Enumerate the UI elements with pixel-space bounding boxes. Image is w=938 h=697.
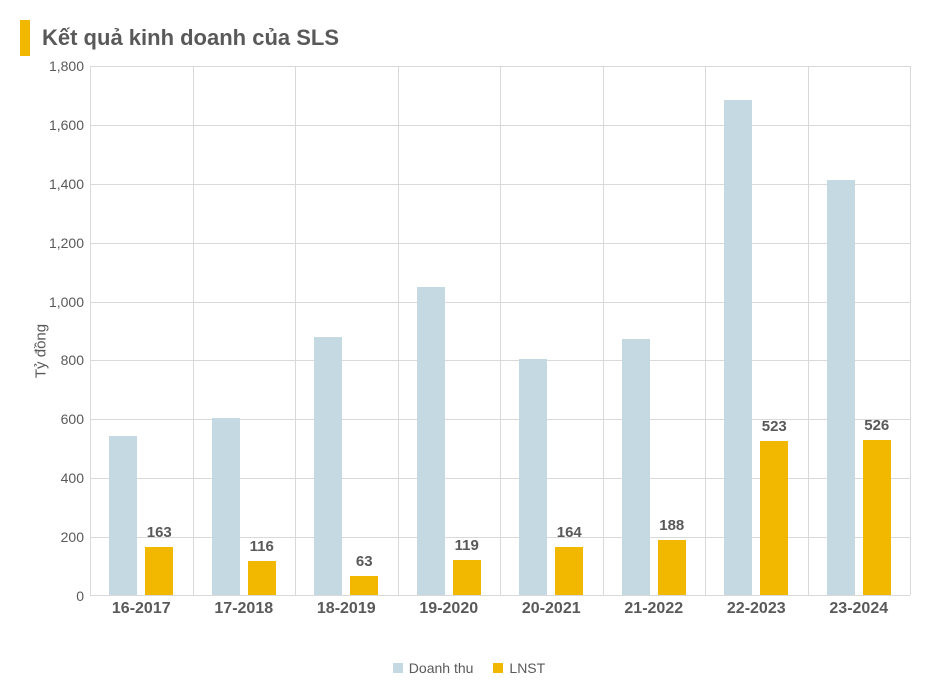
bar-lnst	[145, 547, 173, 595]
grid-line-vertical	[603, 66, 604, 595]
y-tick-label: 400	[34, 470, 84, 486]
title-accent-bar	[20, 20, 30, 56]
y-tick-label: 1,400	[34, 176, 84, 192]
y-tick-label: 1,200	[34, 235, 84, 251]
chart-container: Tỷ đồng 16311663119164188523526 Doanh th…	[20, 66, 918, 636]
grid-line-vertical	[398, 66, 399, 595]
data-label: 119	[437, 537, 497, 554]
legend-item-doanh-thu: Doanh thu	[393, 660, 474, 676]
bar-doanh-thu	[724, 100, 752, 595]
bar-doanh-thu	[212, 418, 240, 595]
bar-lnst	[863, 440, 891, 595]
bar-doanh-thu	[109, 436, 137, 595]
grid-line-vertical	[705, 66, 706, 595]
bar-doanh-thu	[622, 339, 650, 595]
x-tick-label: 21-2022	[624, 600, 683, 618]
x-tick-label: 17-2018	[214, 600, 273, 618]
bar-doanh-thu	[827, 180, 855, 595]
chart-title-row: Kết quả kinh doanh của SLS	[20, 20, 918, 56]
data-label: 163	[129, 524, 189, 541]
chart-title: Kết quả kinh doanh của SLS	[42, 25, 339, 51]
y-tick-label: 0	[34, 588, 84, 604]
y-tick-label: 200	[34, 529, 84, 545]
grid-line-vertical	[808, 66, 809, 595]
x-tick-label: 22-2023	[727, 600, 786, 618]
grid-line-vertical	[193, 66, 194, 595]
y-tick-label: 1,000	[34, 294, 84, 310]
y-tick-label: 1,800	[34, 58, 84, 74]
y-tick-label: 600	[34, 411, 84, 427]
x-tick-label: 18-2019	[317, 600, 376, 618]
bar-lnst	[658, 540, 686, 595]
grid-line-vertical	[500, 66, 501, 595]
data-label: 526	[847, 417, 907, 434]
y-tick-label: 1,600	[34, 117, 84, 133]
grid-line-vertical	[910, 66, 911, 595]
bar-lnst	[453, 560, 481, 595]
y-tick-label: 800	[34, 352, 84, 368]
legend-swatch	[493, 663, 503, 673]
legend-label: Doanh thu	[409, 660, 474, 676]
legend: Doanh thu LNST	[20, 660, 918, 676]
data-label: 188	[642, 517, 702, 534]
x-tick-label: 16-2017	[112, 600, 171, 618]
y-axis-label: Tỷ đồng	[33, 324, 50, 378]
data-label: 63	[334, 553, 394, 570]
bar-lnst	[248, 561, 276, 595]
grid-line-vertical	[90, 66, 91, 595]
legend-swatch	[393, 663, 403, 673]
x-tick-label: 20-2021	[522, 600, 581, 618]
legend-item-lnst: LNST	[493, 660, 545, 676]
legend-label: LNST	[509, 660, 545, 676]
data-label: 164	[539, 524, 599, 541]
bar-doanh-thu	[519, 359, 547, 595]
bar-lnst	[760, 441, 788, 595]
data-label: 116	[232, 538, 292, 555]
x-tick-label: 23-2024	[829, 600, 888, 618]
bar-lnst	[350, 576, 378, 595]
grid-line-vertical	[295, 66, 296, 595]
data-label: 523	[744, 418, 804, 435]
x-tick-label: 19-2020	[419, 600, 478, 618]
bar-lnst	[555, 547, 583, 595]
plot-area: 163 116 63 119 164 188 523 526	[90, 66, 910, 596]
